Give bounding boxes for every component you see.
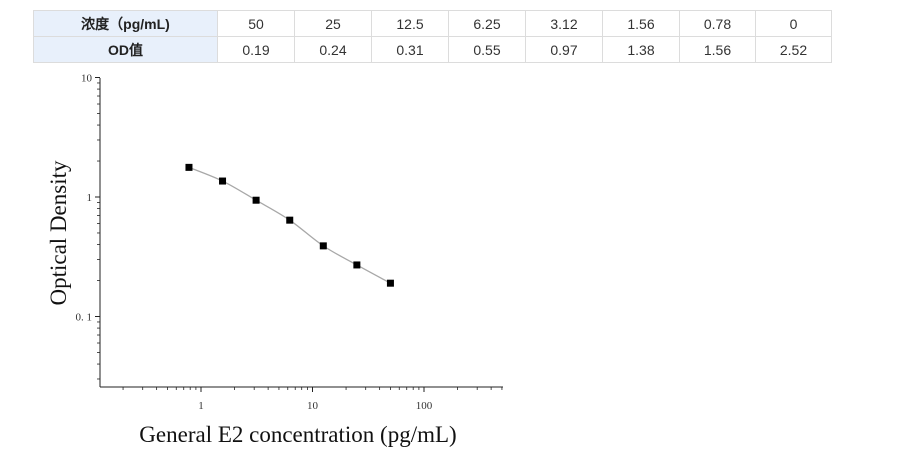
- concentration-cell: 1.56: [602, 10, 680, 37]
- concentration-cell: 50: [217, 10, 295, 37]
- concentration-cell: 6.25: [448, 10, 526, 37]
- y-axis-title: Optical Density: [46, 160, 71, 305]
- data-markers: [185, 163, 394, 287]
- od-cell: 0.55: [448, 36, 526, 63]
- data-point: [386, 279, 394, 287]
- x-tick-label: 100: [416, 400, 433, 412]
- axes: [99, 78, 503, 388]
- y-tick-label: 0. 1: [76, 312, 93, 324]
- concentration-header: 浓度（pg/mL): [33, 10, 218, 37]
- x-tick-label: 10: [307, 400, 319, 412]
- data-point: [286, 216, 294, 224]
- concentration-cell: 0: [755, 10, 832, 37]
- concentration-cell: 25: [294, 10, 372, 37]
- x-axis-title: General E2 concentration (pg/mL): [139, 422, 456, 447]
- od-cell: 0.97: [525, 36, 603, 63]
- od-cell: 0.24: [294, 36, 372, 63]
- data-point: [185, 163, 193, 171]
- tick-labels: 1 10 100 10 1 0. 1: [76, 73, 433, 413]
- od-header: OD值: [33, 36, 218, 63]
- od-cell: 1.38: [602, 36, 680, 63]
- od-cell: 0.19: [217, 36, 295, 63]
- data-point: [319, 242, 327, 250]
- od-cell: 1.56: [679, 36, 756, 63]
- data-point: [353, 261, 361, 269]
- x-tick-label: 1: [198, 400, 204, 412]
- data-point: [252, 196, 260, 204]
- ticks: [95, 77, 503, 392]
- data-point: [219, 177, 227, 185]
- od-row: OD值 0.19 0.24 0.31 0.55 0.97 1.38 1.56 2…: [33, 36, 832, 63]
- y-tick-label: 1: [87, 192, 93, 204]
- od-cell: 0.31: [371, 36, 449, 63]
- concentration-cell: 3.12: [525, 10, 603, 37]
- concentration-row: 浓度（pg/mL) 50 25 12.5 6.25 3.12 1.56 0.78…: [33, 10, 832, 37]
- standard-table: 浓度（pg/mL) 50 25 12.5 6.25 3.12 1.56 0.78…: [33, 10, 832, 63]
- od-cell: 2.52: [755, 36, 832, 63]
- y-tick-label: 10: [81, 73, 93, 85]
